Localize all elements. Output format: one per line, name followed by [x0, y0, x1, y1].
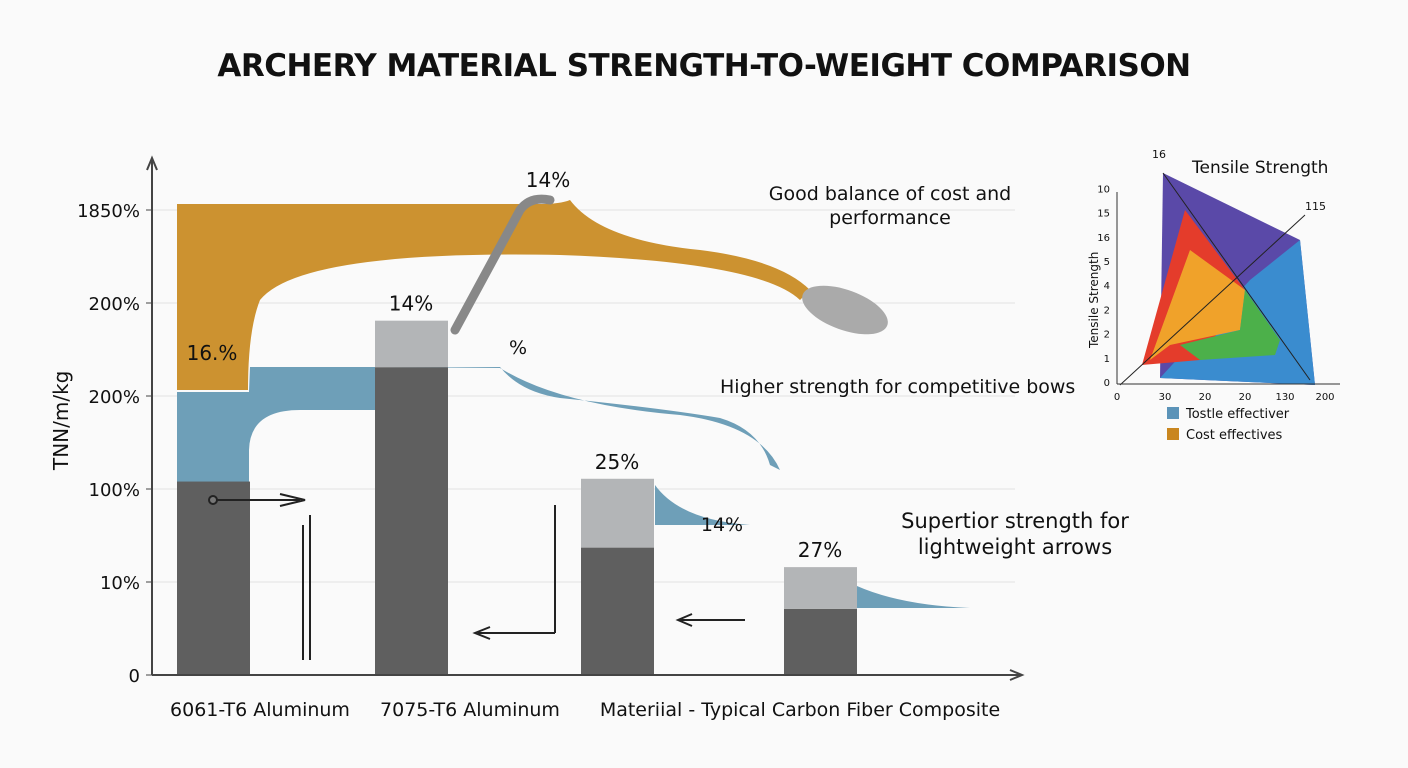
annotation-balance: Good balance of cost and performance	[768, 183, 1012, 229]
y-tick-label: 200%	[89, 294, 140, 315]
radar-y-tick: 1	[1104, 354, 1110, 365]
radar-x-tick: 130	[1275, 392, 1294, 403]
radar-y-tick: 10	[1097, 184, 1110, 195]
bar-base	[581, 547, 654, 675]
y-tick-label: 200%	[89, 387, 140, 408]
legend-label: Tostle effectiver	[1185, 407, 1290, 422]
legend-swatch	[1167, 407, 1179, 419]
radar-x-tick: 0	[1114, 392, 1120, 403]
arrow-icon	[208, 493, 745, 660]
blue-tail-4	[857, 586, 970, 608]
x-tick-label: 6061-T6 Aluminum	[170, 699, 350, 721]
radar-y-tick: 16	[1097, 233, 1110, 244]
x-tick-label: 7075-T6 Aluminum	[380, 699, 560, 721]
radar-y-tick: 0	[1104, 378, 1110, 389]
radar-x-tick: 200	[1315, 392, 1334, 403]
radar-x-tick: 20	[1199, 392, 1212, 403]
data-label: 16.%	[187, 341, 238, 365]
radar-y-tick: 2	[1104, 330, 1110, 341]
data-label: 25%	[595, 450, 639, 474]
radar-chart: Tensile Strength Tensile Strength 16 115…	[1087, 148, 1340, 443]
legend-label: Cost effectives	[1186, 428, 1283, 443]
orange-flow	[177, 200, 810, 390]
bar-cap	[581, 478, 654, 548]
radar-corner-label: 115	[1305, 200, 1326, 213]
y-tick-label: 1850%	[77, 201, 140, 222]
bar-base	[784, 608, 857, 675]
x-tick-label: Materiial - Typical Carbon Fiber Composi…	[600, 699, 1000, 721]
bar-cap	[375, 320, 448, 368]
metal-tube-icon	[802, 285, 888, 335]
radar-y-tick: 15	[1097, 209, 1110, 220]
bar-cap	[784, 567, 857, 609]
annotation-competitive: Higher strength for competitive bows	[720, 376, 1076, 398]
bar-base	[177, 481, 250, 675]
data-label: %	[509, 337, 527, 359]
metal-rod-icon	[450, 194, 555, 335]
radar-area-orange	[1150, 250, 1245, 360]
legend-swatch	[1167, 428, 1179, 440]
blue-tail-3	[655, 485, 750, 525]
radar-y-tick: 5	[1104, 257, 1110, 268]
y-tick-label: 100%	[89, 480, 140, 501]
bar-base	[375, 367, 448, 675]
radar-y-tick: 4	[1104, 281, 1110, 292]
radar-area-green	[1180, 290, 1280, 360]
data-label: 14%	[701, 514, 743, 536]
annotation-superior: Supertior strength for lightweight arrow…	[901, 509, 1129, 559]
blue-flow	[177, 367, 780, 482]
radar-y-tick: 2	[1104, 305, 1110, 316]
data-label: 14%	[526, 168, 570, 192]
chart-title: ARCHERY MATERIAL STRENGTH-TO-WEIGHT COMP…	[217, 48, 1191, 84]
data-label: 14%	[389, 292, 433, 316]
radar-y-label: Tensile Strength	[1087, 252, 1101, 349]
y-axis-label: TNN/m/kg	[49, 371, 73, 471]
radar-x-tick: 30	[1159, 392, 1172, 403]
radar-title: Tensile Strength	[1191, 158, 1328, 178]
radar-corner-label: 16	[1152, 148, 1166, 161]
data-label: 27%	[798, 538, 842, 562]
y-tick-label: 10%	[100, 573, 140, 594]
radar-x-tick: 20	[1239, 392, 1252, 403]
y-tick-label: 0	[129, 666, 140, 687]
